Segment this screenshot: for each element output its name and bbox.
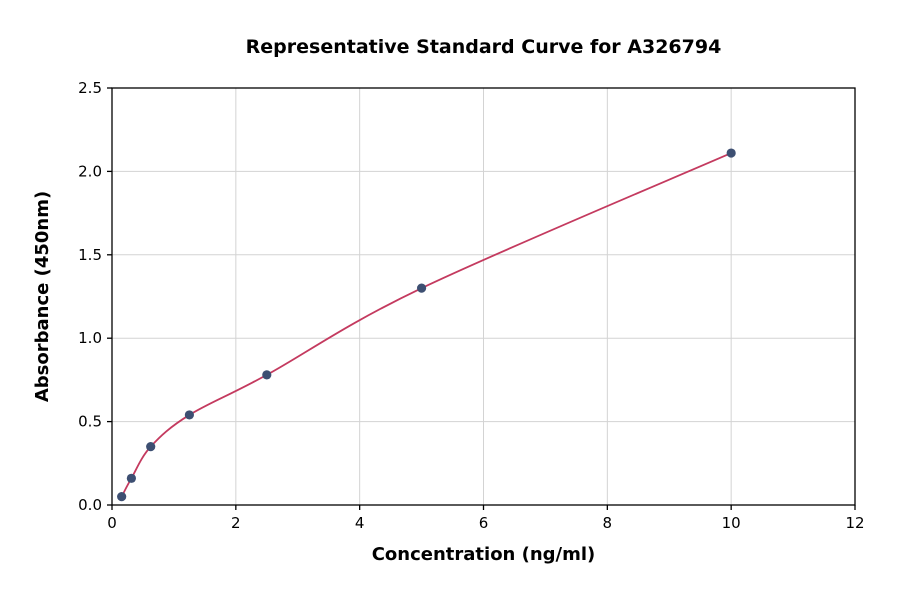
series-layer: [117, 148, 736, 502]
y-tick-label: 2.0: [78, 162, 102, 180]
chart-title: Representative Standard Curve for A32679…: [246, 36, 722, 58]
data-point: [126, 473, 136, 483]
x-tick-label: 12: [845, 514, 864, 532]
x-tick-label: 8: [603, 514, 613, 532]
x-axis-label: Concentration (ng/ml): [372, 544, 596, 565]
y-tick-label: 2.5: [78, 79, 102, 97]
y-tick-label: 1.0: [78, 329, 102, 347]
data-point: [184, 410, 194, 420]
y-tick-label: 0.0: [78, 496, 102, 514]
x-tick-label: 0: [107, 514, 117, 532]
x-tick-label: 10: [722, 514, 741, 532]
data-point: [117, 492, 127, 502]
fit-curve: [120, 152, 732, 498]
x-tick-label: 2: [231, 514, 241, 532]
tick-layer: 0 2 4 6 8 10 12 0.0 0.5 1.0 1.5 2.0 2.5: [78, 79, 864, 532]
data-point: [416, 283, 427, 293]
y-tick-label: 1.5: [78, 246, 102, 264]
data-point: [726, 148, 736, 158]
x-tick-label: 6: [479, 514, 489, 532]
data-point: [146, 442, 156, 452]
y-tick-label: 0.5: [78, 413, 102, 431]
y-axis-label: Absorbance (450nm): [32, 191, 53, 402]
data-point: [262, 370, 272, 380]
grid-layer: [111, 87, 856, 506]
x-tick-label: 4: [355, 514, 365, 532]
